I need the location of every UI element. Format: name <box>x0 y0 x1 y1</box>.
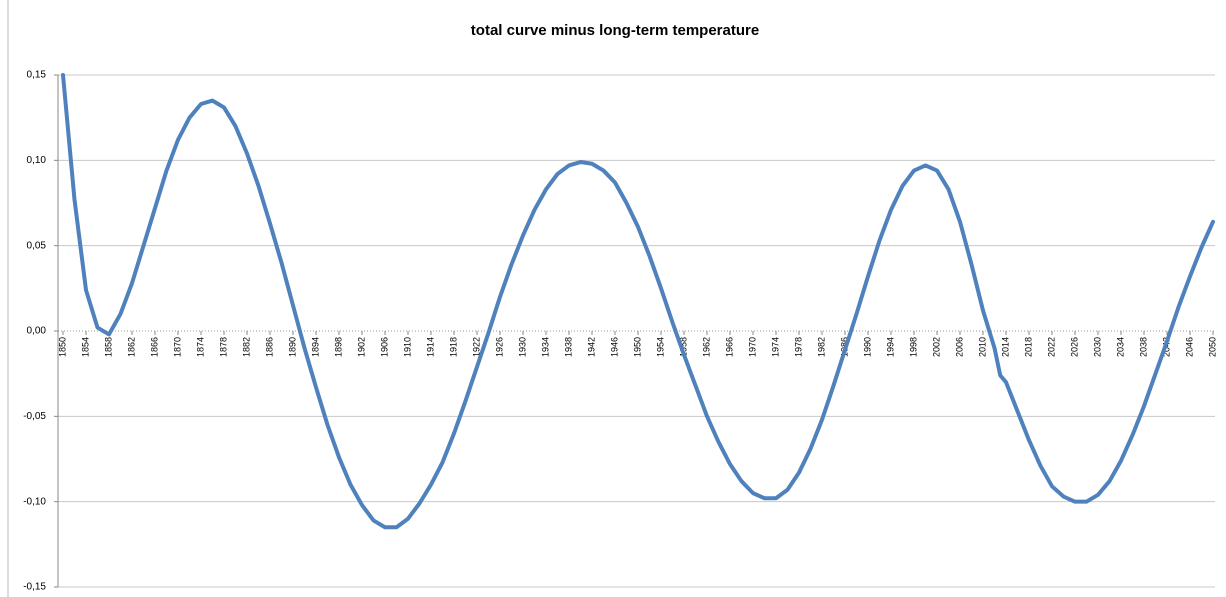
x-tick-label: 1882 <box>241 337 251 357</box>
x-tick-label: 1918 <box>448 337 458 357</box>
x-tick-label: 2006 <box>954 337 964 357</box>
x-tick-label: 1942 <box>586 337 596 357</box>
x-tick-label: 1898 <box>333 337 343 357</box>
x-tick-label: 1910 <box>402 337 412 357</box>
y-tick-label: 0,10 <box>27 155 47 166</box>
x-tick-label: 2034 <box>1115 337 1125 357</box>
x-tick-label: 1858 <box>103 337 113 357</box>
x-tick-label: 1954 <box>655 337 665 357</box>
x-tick-label: 1990 <box>862 337 872 357</box>
x-tick-label: 1890 <box>287 337 297 357</box>
x-tick-label: 1946 <box>609 337 619 357</box>
x-tick-label: 1978 <box>793 337 803 357</box>
x-tick-label: 1970 <box>747 337 757 357</box>
x-tick-label: 1974 <box>770 337 780 357</box>
x-tick-label: 1874 <box>195 337 205 357</box>
y-tick-label: -0,15 <box>23 582 46 593</box>
x-tick-label: 1906 <box>379 337 389 357</box>
x-tick-label: 1962 <box>701 337 711 357</box>
x-tick-label: 2026 <box>1069 337 1079 357</box>
x-tick-label: 2010 <box>977 337 987 357</box>
x-tick-label: 2046 <box>1184 337 1194 357</box>
x-tick-label: 1854 <box>80 337 90 357</box>
x-tick-label: 1938 <box>563 337 573 357</box>
x-tick-label: 1994 <box>885 337 895 357</box>
x-tick-label: 1850 <box>57 337 67 357</box>
chart-title: total curve minus long-term temperature <box>471 22 759 39</box>
x-tick-label: 1998 <box>908 337 918 357</box>
x-tick-label: 1934 <box>540 337 550 357</box>
y-tick-label: -0,10 <box>23 496 46 507</box>
x-tick-label: 2022 <box>1046 337 1056 357</box>
x-tick-label: 1914 <box>425 337 435 357</box>
y-tick-label: 0,15 <box>27 70 47 81</box>
x-tick-label: 1958 <box>678 337 688 357</box>
y-tick-label: 0,05 <box>27 240 47 251</box>
x-tick-label: 1862 <box>126 337 136 357</box>
x-tick-label: 1966 <box>724 337 734 357</box>
x-tick-label: 1902 <box>356 337 366 357</box>
x-tick-label: 1950 <box>632 337 642 357</box>
x-tick-label: 1894 <box>310 337 320 357</box>
x-tick-label: 2050 <box>1207 337 1217 357</box>
x-tick-label: 1926 <box>494 337 504 357</box>
y-tick-label: -0,05 <box>23 411 46 422</box>
x-tick-label: 1982 <box>816 337 826 357</box>
x-tick-label: 2038 <box>1138 337 1148 357</box>
x-tick-label: 1866 <box>149 337 159 357</box>
x-tick-label: 2018 <box>1023 337 1033 357</box>
x-tick-label: 2014 <box>1000 337 1010 357</box>
x-tick-label: 1886 <box>264 337 274 357</box>
x-tick-label: 2002 <box>931 337 941 357</box>
y-tick-label: 0,00 <box>27 326 47 337</box>
x-tick-label: 2030 <box>1092 337 1102 357</box>
data-line <box>61 73 1215 530</box>
x-tick-label: 1870 <box>172 337 182 357</box>
x-tick-label: 1878 <box>218 337 228 357</box>
x-tick-label: 1930 <box>517 337 527 357</box>
x-tick-label: 1922 <box>471 337 481 357</box>
